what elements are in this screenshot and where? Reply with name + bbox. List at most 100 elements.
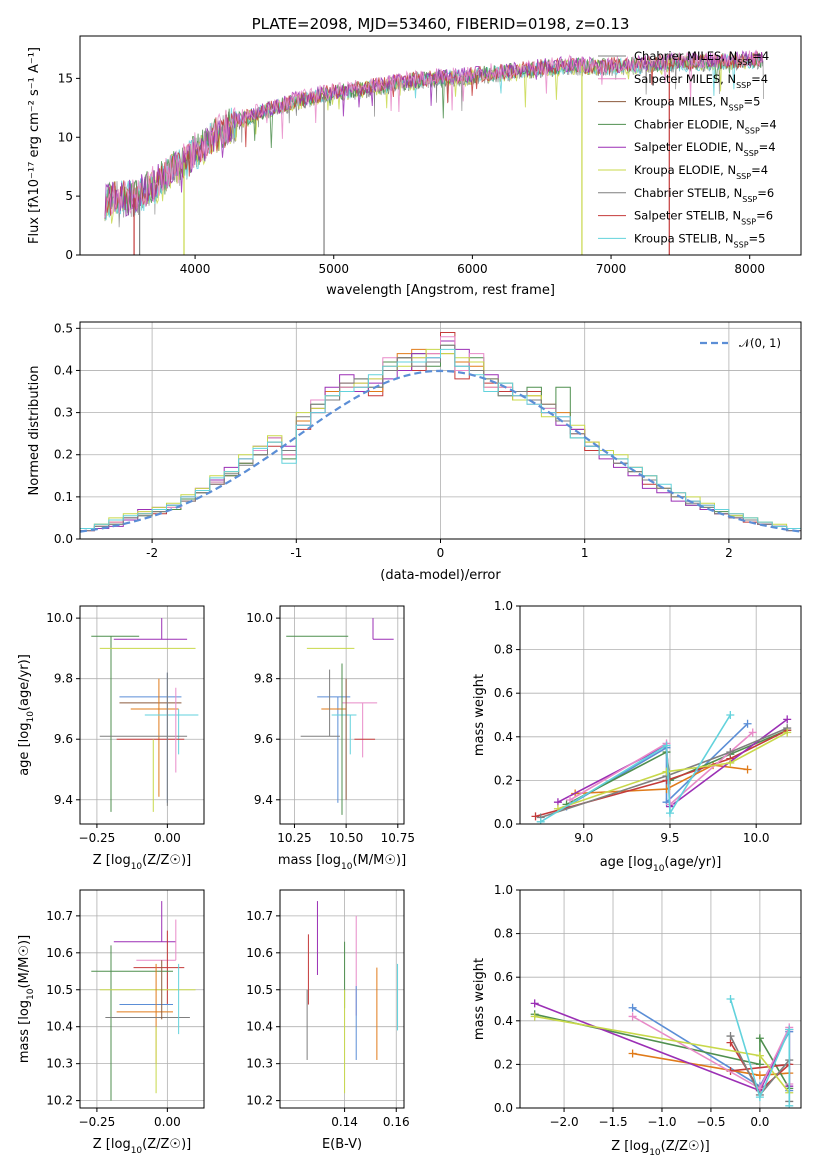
weight_vs_Z-plot-area	[530, 995, 794, 1108]
tick-label-y: 15	[58, 71, 73, 85]
tick-label-x: -2	[146, 546, 158, 560]
tick-label-y: 0.4	[494, 730, 513, 744]
tick-label-y: 0.0	[54, 532, 73, 546]
tick-label-y: 10.2	[46, 1094, 73, 1108]
tick-label-y: 10.7	[46, 909, 73, 923]
age_vs_mass-plot-area	[286, 618, 394, 815]
y-axis-label: mass [log10(M/M☉)]	[17, 935, 36, 1063]
tick-label-y: 9.4	[254, 793, 273, 807]
weight-marker-C9	[665, 809, 674, 818]
weight-marker-C3	[531, 812, 540, 821]
tick-label-x: −2.0	[549, 1115, 578, 1129]
weight-marker-C9	[726, 995, 735, 1003]
tick-label-y: 10.4	[46, 1020, 73, 1034]
tick-label-y: 10.0	[46, 611, 73, 625]
y-axis-label: mass weight	[472, 958, 487, 1040]
weight-marker-C9	[536, 817, 545, 824]
tick-label-x: 10.0	[743, 831, 770, 845]
weight-marker-C4	[783, 715, 792, 724]
tick-label-y: 0	[65, 248, 73, 262]
legend-entry: Kroupa MILES, NSSP=5	[634, 95, 760, 113]
histogram-C9	[80, 348, 801, 539]
weight-marker-C8	[726, 758, 735, 767]
tick-label-x: −1.5	[598, 1115, 627, 1129]
weight_vs_Z-frame	[519, 889, 802, 1109]
tick-label-x: 4000	[180, 262, 211, 276]
y-axis-label: Normed distribution	[27, 366, 42, 496]
tick-label-x: 0.16	[383, 1115, 410, 1129]
tick-label-y: 10	[58, 130, 73, 144]
weight-marker-C9	[785, 1101, 794, 1108]
weight-line-C9	[540, 714, 731, 823]
weight-marker-C0	[743, 719, 752, 728]
weight-marker-C8	[755, 1051, 764, 1060]
weight-line-C9	[729, 998, 791, 1106]
legend: Chabrier MILES, NSSP=4 Salpeter MILES, NS…	[598, 49, 777, 249]
weight-marker-C6	[565, 796, 574, 805]
tick-label-x: 0.00	[154, 831, 181, 845]
tick-label-y: 0.6	[494, 970, 513, 984]
tick-label-y: 0.0	[494, 1101, 513, 1115]
tick-label-y: 0.4	[494, 1014, 513, 1028]
tick-label-x: 0	[437, 546, 445, 560]
x-axis-label: Z [log10(Z/Z☉)]	[611, 1139, 709, 1158]
legend: 𝒩(0, 1)	[700, 336, 781, 350]
tick-label-y: 10.7	[246, 909, 273, 923]
legend-entry: Chabrier STELIB, NSSP=6	[634, 186, 774, 204]
tick-label-y: 10.4	[246, 1020, 273, 1034]
tick-label-y: 1.0	[494, 599, 513, 613]
spectrum-line-C2	[104, 52, 764, 220]
weight-marker-C8	[783, 728, 792, 737]
weight-line-C6	[569, 731, 754, 807]
tick-label-y: 10.3	[46, 1057, 73, 1071]
tick-label-x: 6000	[457, 262, 488, 276]
tick-label-y: 0.2	[54, 448, 73, 462]
age_vs_Z-panel: −0.25 0.00 9.4 9.6 9.8 10.0 Z [log10(Z/Z☉)] age…	[17, 605, 205, 872]
tick-label-x: 9.0	[574, 831, 593, 845]
mass_vs_Z-panel: −0.25 0.00 10.2 10.3 10.4 10.5 10.6 10.7 Z [log1…	[17, 889, 205, 1156]
mass_vs_EBV-panel: 0.14 0.16 10.2 10.3 10.4 10.5 10.6 10.7 E(B-V)	[246, 889, 410, 1152]
x-axis-label: Z [log10(Z/Z☉)]	[93, 1137, 191, 1156]
tick-label-y: 10.6	[246, 946, 273, 960]
weight-marker-C1	[743, 765, 752, 774]
tick-label-y: 10.2	[246, 1094, 273, 1108]
tick-label-x: 0.00	[154, 1115, 181, 1129]
tick-label-x: 2	[725, 546, 733, 560]
y-axis-label: Flux [fλ10⁻¹⁷ erg cm⁻² s⁻¹ A⁻¹]	[27, 47, 42, 244]
tick-label-x: -1	[290, 546, 302, 560]
tick-label-x: 5000	[318, 262, 349, 276]
tick-label-y: 0.6	[494, 686, 513, 700]
tick-label-y: 9.6	[254, 732, 273, 746]
tick-label-x: 0.14	[331, 1115, 358, 1129]
x-axis-label: age [log10(age/yr)]	[600, 855, 722, 874]
legend-entry: Salpeter STELIB, NSSP=6	[634, 209, 773, 227]
weight-marker-C0	[628, 1003, 637, 1012]
age_vs_mass-panel: 10.25 10.50 10.75 9.4 9.6 9.8 10.0 mass [log10(…	[246, 605, 415, 872]
x-axis-label: (data-model)/error	[380, 568, 501, 583]
legend-entry: Kroupa ELODIE, NSSP=4	[634, 163, 768, 181]
legend-entry: Kroupa STELIB, NSSP=5	[634, 231, 765, 249]
x-axis-label: E(B-V)	[322, 1137, 362, 1152]
age_vs_Z-plot-area	[91, 618, 199, 812]
mass_vs_EBV-plot-area	[306, 901, 399, 1094]
weight-marker-C2	[755, 1034, 764, 1043]
x-axis-label: mass [log10(M/M☉)]	[278, 853, 406, 872]
weight-marker-C9	[662, 741, 671, 750]
tick-label-x: −0.25	[79, 1115, 116, 1129]
weight-marker-C9	[726, 711, 735, 719]
tick-label-x: 10.75	[381, 831, 415, 845]
tick-label-x: 9.5	[660, 831, 679, 845]
mass_vs_Z-plot-area	[91, 901, 196, 1101]
weight-marker-C9	[785, 1025, 794, 1034]
tick-label-y: 0.8	[494, 927, 513, 941]
tick-label-y: 10.0	[246, 611, 273, 625]
weight-marker-C6	[628, 1012, 637, 1021]
legend-entry: Salpeter ELODIE, NSSP=4	[634, 140, 776, 158]
tick-label-x: −1.0	[647, 1115, 676, 1129]
tick-label-y: 10.5	[246, 983, 273, 997]
tick-label-y: 9.4	[54, 793, 73, 807]
mass_vs_Z-frame	[79, 889, 205, 1109]
x-axis-label: Z [log10(Z/Z☉)]	[93, 853, 191, 872]
tick-label-y: 0.2	[494, 1057, 513, 1071]
mass_vs_EBV-frame	[279, 889, 405, 1109]
